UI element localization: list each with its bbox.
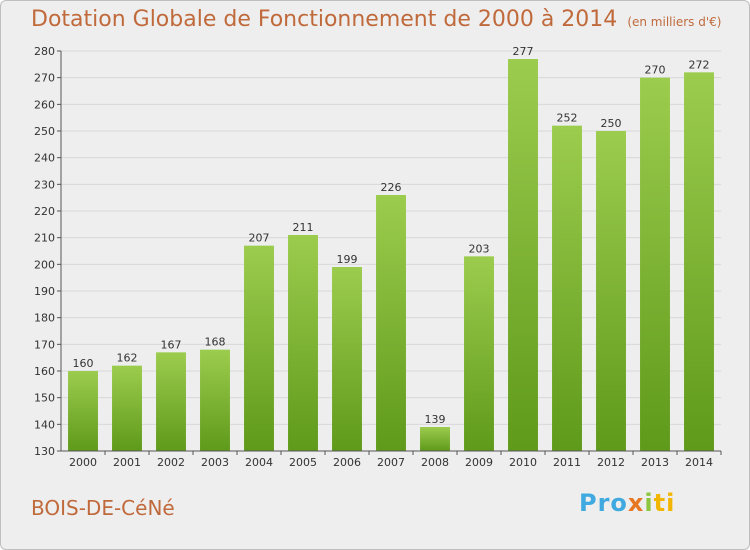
y-tick-label: 150 <box>34 392 55 405</box>
y-tick-label: 270 <box>34 72 55 85</box>
x-tick-label: 2012 <box>597 456 625 469</box>
x-tick-label: 2014 <box>685 456 713 469</box>
y-tick-label: 200 <box>34 258 55 271</box>
bar-value-label: 270 <box>645 64 666 77</box>
bar-value-label: 250 <box>601 117 622 130</box>
x-tick-label: 2007 <box>377 456 405 469</box>
y-tick-label: 230 <box>34 178 55 191</box>
chart-title: Dotation Globale de Fonctionnement de 20… <box>31 7 721 32</box>
x-tick-label: 2009 <box>465 456 493 469</box>
bar <box>508 59 538 451</box>
y-tick-label: 220 <box>34 205 55 218</box>
x-tick-label: 2013 <box>641 456 669 469</box>
logo-part-4: ti <box>653 489 676 517</box>
logo-part-2: x <box>627 489 645 517</box>
bar <box>376 195 406 451</box>
bar <box>68 371 98 451</box>
y-tick-label: 210 <box>34 232 55 245</box>
x-tick-label: 2000 <box>69 456 97 469</box>
bar-value-label: 203 <box>469 242 490 255</box>
bar-value-label: 211 <box>293 221 314 234</box>
x-tick-label: 2003 <box>201 456 229 469</box>
logo-part-3: i <box>644 489 654 517</box>
bar <box>552 125 582 452</box>
bar <box>200 349 230 451</box>
y-tick-label: 130 <box>34 445 55 458</box>
x-tick-label: 2002 <box>157 456 185 469</box>
x-tick-label: 2011 <box>553 456 581 469</box>
axes: 130 140 150 160 170 180 190 200 210 220 230 240 250 2… <box>34 45 722 469</box>
bar-value-label: 199 <box>337 253 358 266</box>
y-tick-label: 140 <box>34 418 55 431</box>
bar <box>640 77 670 452</box>
bar-value-label: 277 <box>513 45 534 58</box>
bar <box>156 352 186 451</box>
bar-value-label: 272 <box>689 58 710 71</box>
title-text: Dotation Globale de Fonctionnement de 20… <box>31 7 618 32</box>
bar <box>244 245 274 451</box>
y-tick-label: 170 <box>34 338 55 351</box>
x-tick-label: 2010 <box>509 456 537 469</box>
bar-value-label: 252 <box>557 112 578 125</box>
y-tick-label: 250 <box>34 125 55 138</box>
bar <box>112 365 142 451</box>
x-tick-label: 2001 <box>113 456 141 469</box>
y-tick-label: 280 <box>34 45 55 58</box>
bar <box>288 235 318 451</box>
bar-value-label: 167 <box>161 338 182 351</box>
logo-part-1: Pro <box>579 489 628 517</box>
bar <box>420 427 450 451</box>
bars: 160 162 167 168 207 211 199 226 139 203 277 252 250 2… <box>68 45 714 452</box>
y-tick-label: 190 <box>34 285 55 298</box>
proxiti-logo[interactable]: Proxiti <box>579 489 675 517</box>
bar <box>596 131 626 451</box>
y-tick-label: 180 <box>34 312 55 325</box>
x-tick-label: 2008 <box>421 456 449 469</box>
y-tick-label: 160 <box>34 365 55 378</box>
bar-value-label: 168 <box>205 336 226 349</box>
bar-value-label: 160 <box>73 357 94 370</box>
bar <box>684 72 714 451</box>
x-tick-label: 2006 <box>333 456 361 469</box>
x-tick-label: 2005 <box>289 456 317 469</box>
bar-value-label: 139 <box>425 413 446 426</box>
y-tick-label: 240 <box>34 152 55 165</box>
commune-name: BOIS-DE-CéNé <box>31 496 175 520</box>
bar-value-label: 226 <box>381 181 402 194</box>
bar-value-label: 162 <box>117 352 138 365</box>
bar-value-label: 207 <box>249 232 270 245</box>
x-tick-label: 2004 <box>245 456 273 469</box>
bar <box>464 256 494 451</box>
y-tick-label: 260 <box>34 98 55 111</box>
title-unit: (en milliers d'€) <box>627 15 722 29</box>
bar <box>332 267 362 451</box>
